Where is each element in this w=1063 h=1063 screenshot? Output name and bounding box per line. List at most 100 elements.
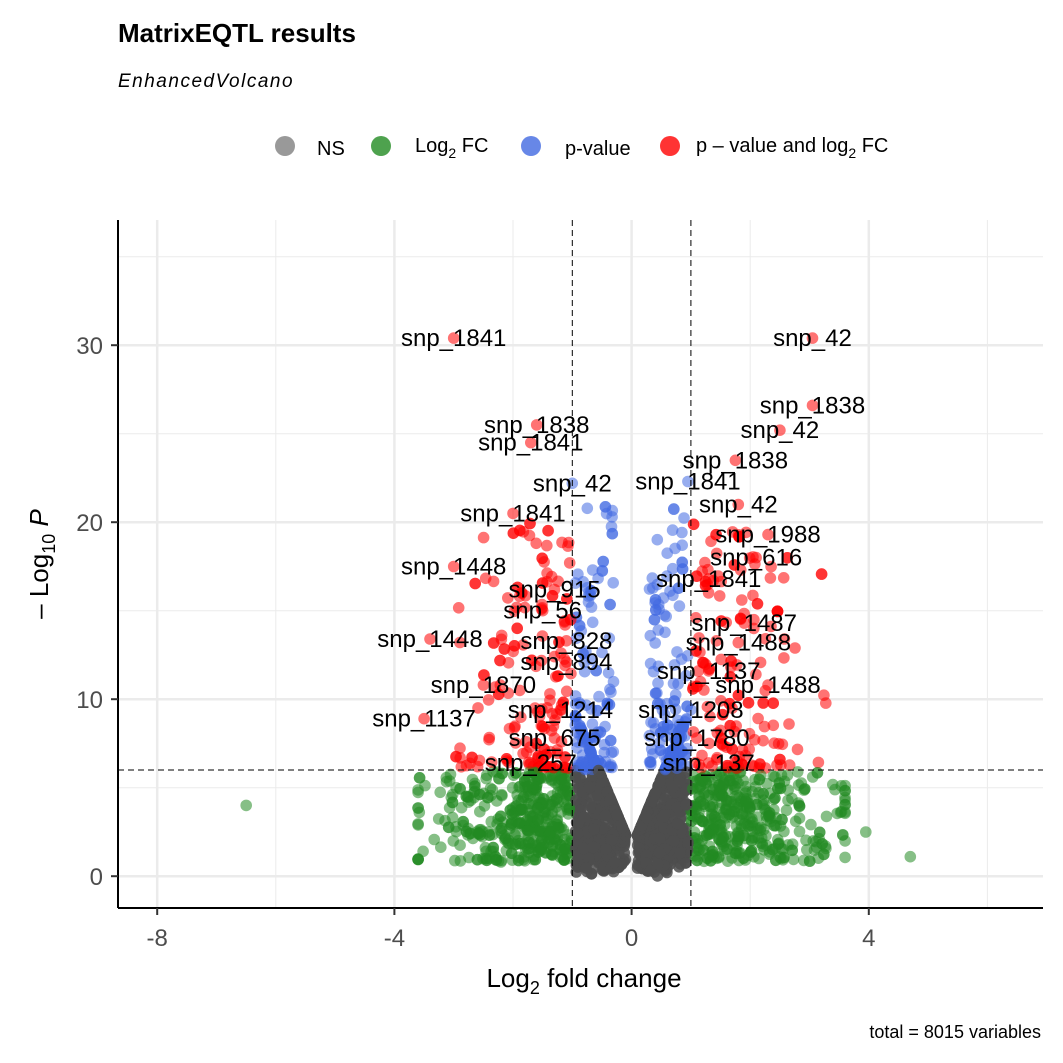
x-tick-label: 0 xyxy=(625,925,638,952)
data-point xyxy=(510,800,522,812)
data-point xyxy=(740,795,752,808)
snp-label: snp_1841 xyxy=(478,430,583,457)
data-point xyxy=(507,527,520,539)
data-point xyxy=(522,780,534,793)
snp-label: snp_1137 xyxy=(372,706,476,733)
data-point xyxy=(604,793,617,806)
data-point xyxy=(704,855,717,867)
snp-label: snp_257 xyxy=(485,750,577,777)
highlighted-point xyxy=(729,454,742,467)
highlighted-point xyxy=(525,436,537,449)
data-point xyxy=(604,734,617,747)
data-point xyxy=(671,646,683,658)
data-point xyxy=(789,642,801,654)
data-point xyxy=(477,531,490,544)
data-point xyxy=(428,833,441,846)
data-point xyxy=(748,622,760,635)
data-point xyxy=(653,846,666,859)
data-point xyxy=(592,764,605,777)
highlighted-point xyxy=(530,419,543,431)
snp-label: snp_616 xyxy=(710,545,802,572)
data-point xyxy=(737,829,750,842)
highlighted-point xyxy=(702,665,715,677)
data-point xyxy=(682,836,694,848)
snp-label: snp_894 xyxy=(520,649,612,676)
x-tick-label: -8 xyxy=(147,925,168,952)
data-point xyxy=(412,853,424,865)
data-point xyxy=(715,732,727,744)
data-point xyxy=(746,816,759,828)
highlighted-point xyxy=(477,679,490,691)
legend-label-pfc: p – value and log2 FC xyxy=(696,135,888,161)
data-point xyxy=(558,853,570,866)
data-point xyxy=(643,583,656,595)
data-point xyxy=(543,829,556,841)
data-point xyxy=(494,810,507,823)
data-point xyxy=(728,559,741,571)
data-point xyxy=(752,712,764,725)
data-point xyxy=(577,647,589,660)
data-point xyxy=(702,818,715,831)
data-point xyxy=(454,783,466,795)
data-point xyxy=(472,702,484,714)
data-point xyxy=(793,825,806,838)
snp-label: snp_56 xyxy=(503,598,582,625)
data-point xyxy=(742,697,755,709)
data-point xyxy=(482,694,495,706)
data-point xyxy=(652,660,665,673)
data-point xyxy=(754,656,767,669)
data-point xyxy=(559,751,571,763)
data-point xyxy=(697,656,709,669)
data-point xyxy=(492,688,505,701)
data-point xyxy=(680,669,692,682)
data-point xyxy=(724,719,736,732)
data-point xyxy=(574,722,587,734)
data-point xyxy=(649,637,661,649)
data-point xyxy=(674,847,686,859)
data-point xyxy=(726,743,738,755)
highlighted-point xyxy=(554,704,567,716)
data-point xyxy=(764,572,777,584)
data-point xyxy=(763,810,775,822)
highlighted-point xyxy=(418,712,430,725)
data-point xyxy=(556,536,568,549)
data-point xyxy=(471,853,484,866)
data-point xyxy=(552,670,564,682)
data-point xyxy=(721,795,733,807)
data-point xyxy=(688,826,701,838)
data-point xyxy=(511,581,524,594)
data-point xyxy=(783,718,795,730)
data-point xyxy=(799,783,811,795)
data-point xyxy=(748,613,760,626)
data-point xyxy=(649,787,662,799)
snp-label: snp_1137 xyxy=(657,658,761,685)
snp-label: snp_1841 xyxy=(635,468,740,495)
data-point xyxy=(660,610,672,623)
grid xyxy=(118,220,1043,908)
legend-marker-pfc xyxy=(660,136,680,156)
data-point xyxy=(502,687,514,699)
data-point xyxy=(434,786,447,799)
data-point xyxy=(586,564,599,576)
data-point xyxy=(710,635,723,647)
data-point xyxy=(578,811,590,823)
data-point xyxy=(487,637,500,649)
data-point xyxy=(500,753,513,765)
data-point xyxy=(710,528,722,541)
data-point xyxy=(678,512,690,524)
snp-label: snp_42 xyxy=(773,325,852,352)
data-point xyxy=(776,813,788,826)
data-point xyxy=(751,598,764,610)
snp-label: snp_1448 xyxy=(401,553,506,580)
legend-label-p: p-value xyxy=(565,138,631,160)
data-point xyxy=(412,818,424,830)
snp-label: snp_1838 xyxy=(683,447,788,474)
data-point xyxy=(693,632,705,644)
data-point xyxy=(464,827,477,840)
data-point xyxy=(837,829,849,841)
data-point xyxy=(658,708,671,721)
highlighted-point xyxy=(536,604,549,617)
data-point xyxy=(787,853,800,866)
data-point xyxy=(811,767,824,779)
data-point xyxy=(547,720,560,732)
